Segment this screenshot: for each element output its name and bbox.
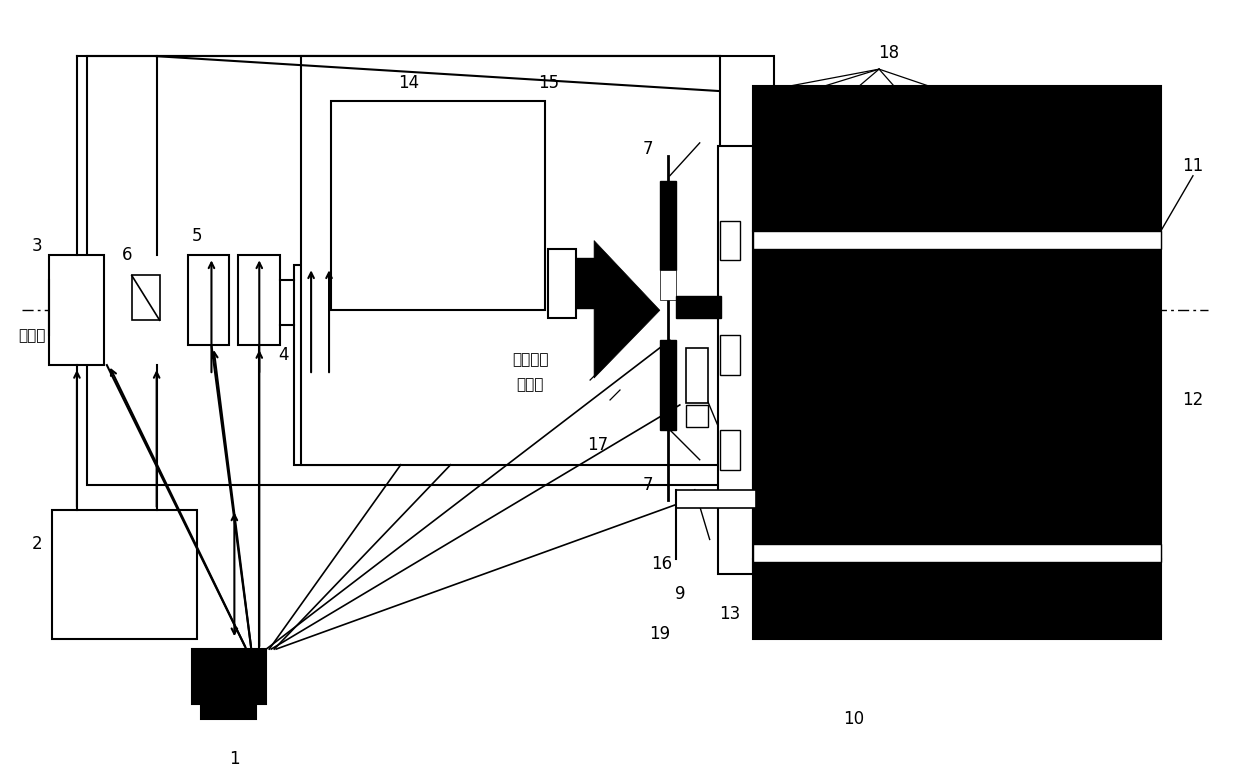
- Text: 4: 4: [278, 346, 289, 364]
- Bar: [87, 56, 775, 485]
- Text: 9: 9: [675, 585, 684, 603]
- Text: 7: 7: [642, 475, 653, 493]
- Bar: [331, 101, 546, 310]
- Text: 10: 10: [843, 710, 864, 728]
- Polygon shape: [594, 240, 660, 378]
- Bar: [686, 348, 708, 403]
- Text: 激光束: 激光束: [517, 377, 544, 392]
- Text: 18: 18: [878, 44, 899, 62]
- Text: 17: 17: [588, 436, 609, 454]
- Text: 5: 5: [191, 226, 202, 244]
- Text: 12: 12: [1182, 391, 1204, 409]
- Text: 16: 16: [651, 555, 672, 573]
- Bar: [201, 704, 257, 719]
- Text: 聚焦后的: 聚焦后的: [512, 352, 548, 367]
- Bar: [50, 255, 104, 365]
- Bar: [753, 544, 1161, 562]
- Bar: [191, 649, 267, 704]
- Bar: [719, 221, 739, 261]
- Bar: [187, 255, 229, 345]
- Bar: [294, 265, 348, 465]
- Bar: [719, 335, 739, 375]
- Text: 14: 14: [398, 74, 419, 92]
- Bar: [676, 296, 720, 318]
- Bar: [753, 86, 1161, 230]
- Bar: [301, 56, 719, 465]
- Text: 1: 1: [229, 749, 239, 767]
- Text: 13: 13: [719, 605, 740, 623]
- Bar: [660, 270, 676, 301]
- Bar: [131, 276, 160, 320]
- Bar: [686, 405, 708, 427]
- Text: 19: 19: [650, 625, 671, 643]
- Text: 3: 3: [32, 236, 42, 254]
- Bar: [676, 489, 755, 507]
- Bar: [753, 230, 1161, 248]
- Bar: [660, 340, 676, 430]
- Bar: [238, 255, 280, 345]
- Bar: [577, 258, 594, 309]
- Bar: [660, 181, 676, 270]
- Text: 11: 11: [1182, 157, 1204, 175]
- Bar: [753, 230, 1161, 559]
- Text: 15: 15: [538, 74, 559, 92]
- Text: 7: 7: [642, 140, 653, 158]
- Bar: [753, 559, 1161, 639]
- Bar: [52, 510, 196, 639]
- Bar: [548, 248, 577, 318]
- Text: 中轴线: 中轴线: [19, 328, 46, 343]
- Bar: [718, 146, 753, 575]
- Text: 6: 6: [122, 247, 131, 265]
- Text: 2: 2: [32, 536, 42, 554]
- Bar: [719, 430, 739, 470]
